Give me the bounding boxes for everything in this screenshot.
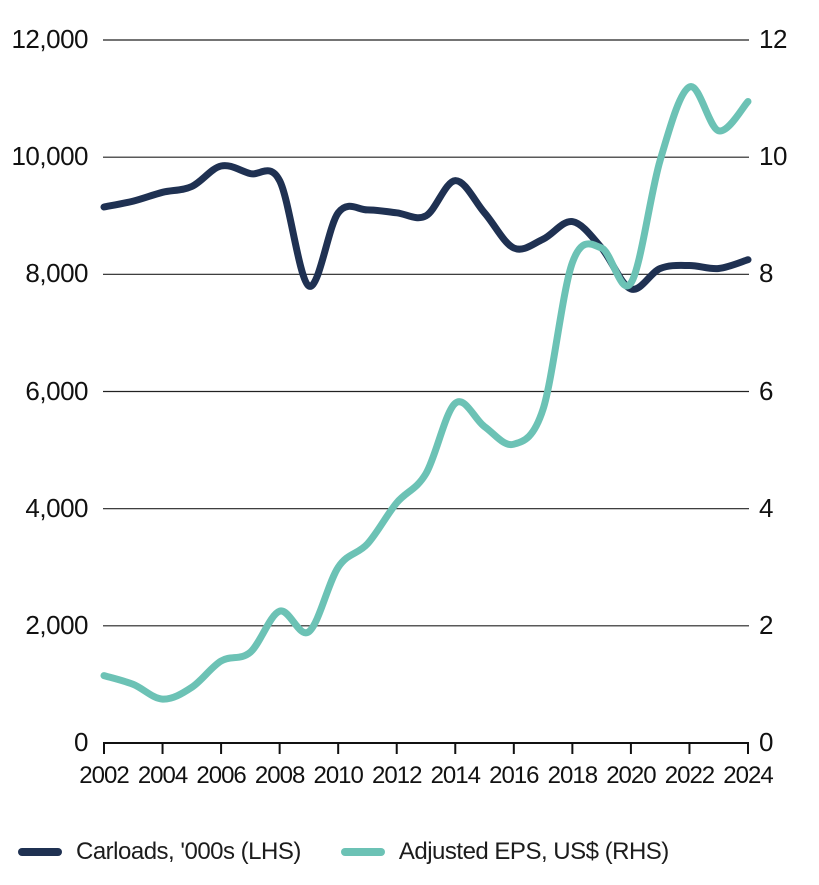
y-axis-right-tick-label: 12: [759, 23, 787, 54]
y-axis-right-tick-label: 8: [759, 258, 773, 289]
y-axis-left-tick-label: 10,000: [11, 141, 88, 172]
legend: Carloads, '000s (LHS) Adjusted EPS, US$ …: [18, 838, 669, 866]
x-axis-tick-label: 2004: [137, 762, 188, 789]
carloads-line: [100, 162, 752, 293]
x-axis-tick-label: 2024: [723, 762, 773, 789]
y-axis-left-tick-label: 6,000: [25, 375, 88, 406]
adjusted-eps-line: [100, 83, 752, 703]
x-axis-tick-label: 2014: [430, 762, 481, 789]
x-axis: [103, 742, 749, 754]
y-axis-right-tick-label: 4: [759, 492, 773, 523]
y-axis-left-tick-label: 2,000: [25, 609, 88, 640]
y-axis-left-tick-label: 8,000: [25, 258, 88, 289]
y-axis-right-tick-label: 6: [759, 375, 773, 406]
x-axis-tick-label: 2002: [79, 762, 129, 789]
x-axis-tick-label: 2006: [196, 762, 246, 789]
x-axis-tick-label: 2008: [254, 762, 305, 789]
y-axis-left-tick-label: 4,000: [25, 492, 88, 523]
legend-label-carloads: Carloads, '000s (LHS): [76, 838, 301, 865]
legend-label-adjusted-eps: Adjusted EPS, US$ (RHS): [398, 838, 669, 865]
legend-item-carloads: Carloads, '000s (LHS): [18, 838, 301, 866]
carloads-line-swatch: [18, 848, 62, 856]
y-axis-right-tick-label: 10: [759, 141, 787, 172]
y-axis-right-tick-label: 2: [759, 609, 773, 640]
x-axis-tick-label: 2020: [606, 762, 656, 789]
x-axis-tick-label: 2012: [372, 762, 422, 789]
y-axis-right-tick-label: 0: [759, 726, 773, 757]
y-axis-left-tick-label: 0: [74, 726, 88, 757]
x-axis-tick-label: 2022: [664, 762, 715, 789]
x-axis-tick-label: 2018: [547, 762, 598, 789]
legend-item-adjusted-eps: Adjusted EPS, US$ (RHS): [340, 838, 669, 866]
x-axis-tick-label: 2010: [313, 762, 363, 789]
x-axis-tick-label: 2016: [489, 762, 539, 789]
gridlines: [103, 39, 749, 627]
y-axis-left-tick-label: 12,000: [11, 23, 88, 54]
adjusted-eps-line-swatch: [340, 848, 385, 856]
